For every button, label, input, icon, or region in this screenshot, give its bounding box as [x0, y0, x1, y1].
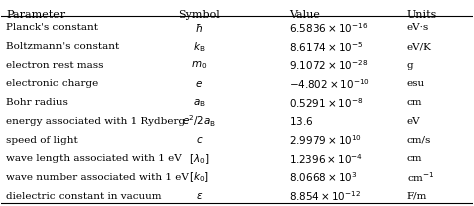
Text: g: g [407, 61, 413, 69]
Text: $k_\mathrm{B}$: $k_\mathrm{B}$ [193, 40, 206, 53]
Text: $c$: $c$ [195, 134, 203, 144]
Text: F/m: F/m [407, 191, 427, 200]
Text: dielectric constant in vacuum: dielectric constant in vacuum [6, 191, 162, 200]
Text: Planck's constant: Planck's constant [6, 23, 98, 32]
Text: $m_0$: $m_0$ [191, 59, 208, 71]
Text: speed of light: speed of light [6, 135, 78, 144]
Text: $8.6174 \times 10^{-5}$: $8.6174 \times 10^{-5}$ [289, 40, 363, 53]
Text: cm$^{-1}$: cm$^{-1}$ [407, 170, 435, 183]
Text: cm: cm [407, 153, 422, 163]
Text: electron rest mass: electron rest mass [6, 61, 104, 69]
Text: $[k_0]$: $[k_0]$ [189, 170, 210, 183]
Text: $e^2/2a_\mathrm{B}$: $e^2/2a_\mathrm{B}$ [182, 113, 217, 129]
Text: electronic charge: electronic charge [6, 79, 98, 88]
Text: $2.9979 \times 10^{10}$: $2.9979 \times 10^{10}$ [289, 132, 362, 146]
Text: $[\lambda_0]$: $[\lambda_0]$ [189, 151, 210, 165]
Text: Units: Units [407, 9, 437, 19]
Text: $e$: $e$ [195, 79, 203, 89]
Text: $9.1072 \times 10^{-28}$: $9.1072 \times 10^{-28}$ [289, 58, 368, 72]
Text: eV: eV [407, 116, 420, 125]
Text: $8.0668 \times 10^{3}$: $8.0668 \times 10^{3}$ [289, 170, 357, 183]
Text: energy associated with 1 Rydberg: energy associated with 1 Rydberg [6, 116, 185, 125]
Text: $6.5836 \times 10^{-16}$: $6.5836 \times 10^{-16}$ [289, 21, 368, 35]
Text: $\varepsilon$: $\varepsilon$ [196, 190, 203, 200]
Text: wave length associated with 1 eV: wave length associated with 1 eV [6, 153, 182, 163]
Text: Parameter: Parameter [6, 9, 65, 19]
Text: Value: Value [289, 9, 319, 19]
Text: $13.6$: $13.6$ [289, 115, 313, 127]
Text: Boltzmann's constant: Boltzmann's constant [6, 42, 119, 51]
Text: wave number associated with 1 eV: wave number associated with 1 eV [6, 172, 189, 181]
Text: cm/s: cm/s [407, 135, 431, 144]
Text: Symbol: Symbol [178, 9, 220, 19]
Text: $\hbar$: $\hbar$ [195, 22, 203, 34]
Text: $0.5291 \times 10^{-8}$: $0.5291 \times 10^{-8}$ [289, 95, 363, 109]
Text: Bohr radius: Bohr radius [6, 98, 68, 107]
Text: esu: esu [407, 79, 425, 88]
Text: eV·s: eV·s [407, 23, 429, 32]
Text: $-4.802 \times 10^{-10}$: $-4.802 \times 10^{-10}$ [289, 77, 370, 90]
Text: $a_\mathrm{B}$: $a_\mathrm{B}$ [193, 96, 206, 108]
Text: cm: cm [407, 98, 422, 107]
Text: $8.854 \times 10^{-12}$: $8.854 \times 10^{-12}$ [289, 188, 361, 202]
Text: eV/K: eV/K [407, 42, 431, 51]
Text: $1.2396 \times 10^{-4}$: $1.2396 \times 10^{-4}$ [289, 151, 363, 165]
